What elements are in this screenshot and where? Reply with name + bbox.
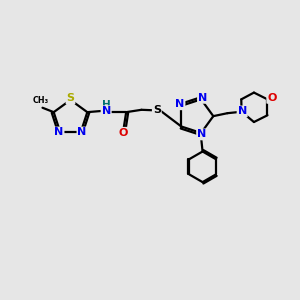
Text: O: O bbox=[118, 128, 128, 138]
Text: N: N bbox=[54, 128, 64, 137]
Text: N: N bbox=[238, 106, 247, 116]
Text: S: S bbox=[67, 94, 74, 103]
Text: H: H bbox=[102, 100, 110, 110]
Text: S: S bbox=[153, 105, 161, 115]
Text: CH₃: CH₃ bbox=[33, 96, 49, 105]
Text: N: N bbox=[101, 106, 111, 116]
Text: O: O bbox=[267, 93, 277, 103]
Text: N: N bbox=[198, 93, 207, 103]
Text: N: N bbox=[77, 128, 87, 137]
Text: N: N bbox=[175, 99, 184, 109]
Text: N: N bbox=[197, 129, 206, 140]
